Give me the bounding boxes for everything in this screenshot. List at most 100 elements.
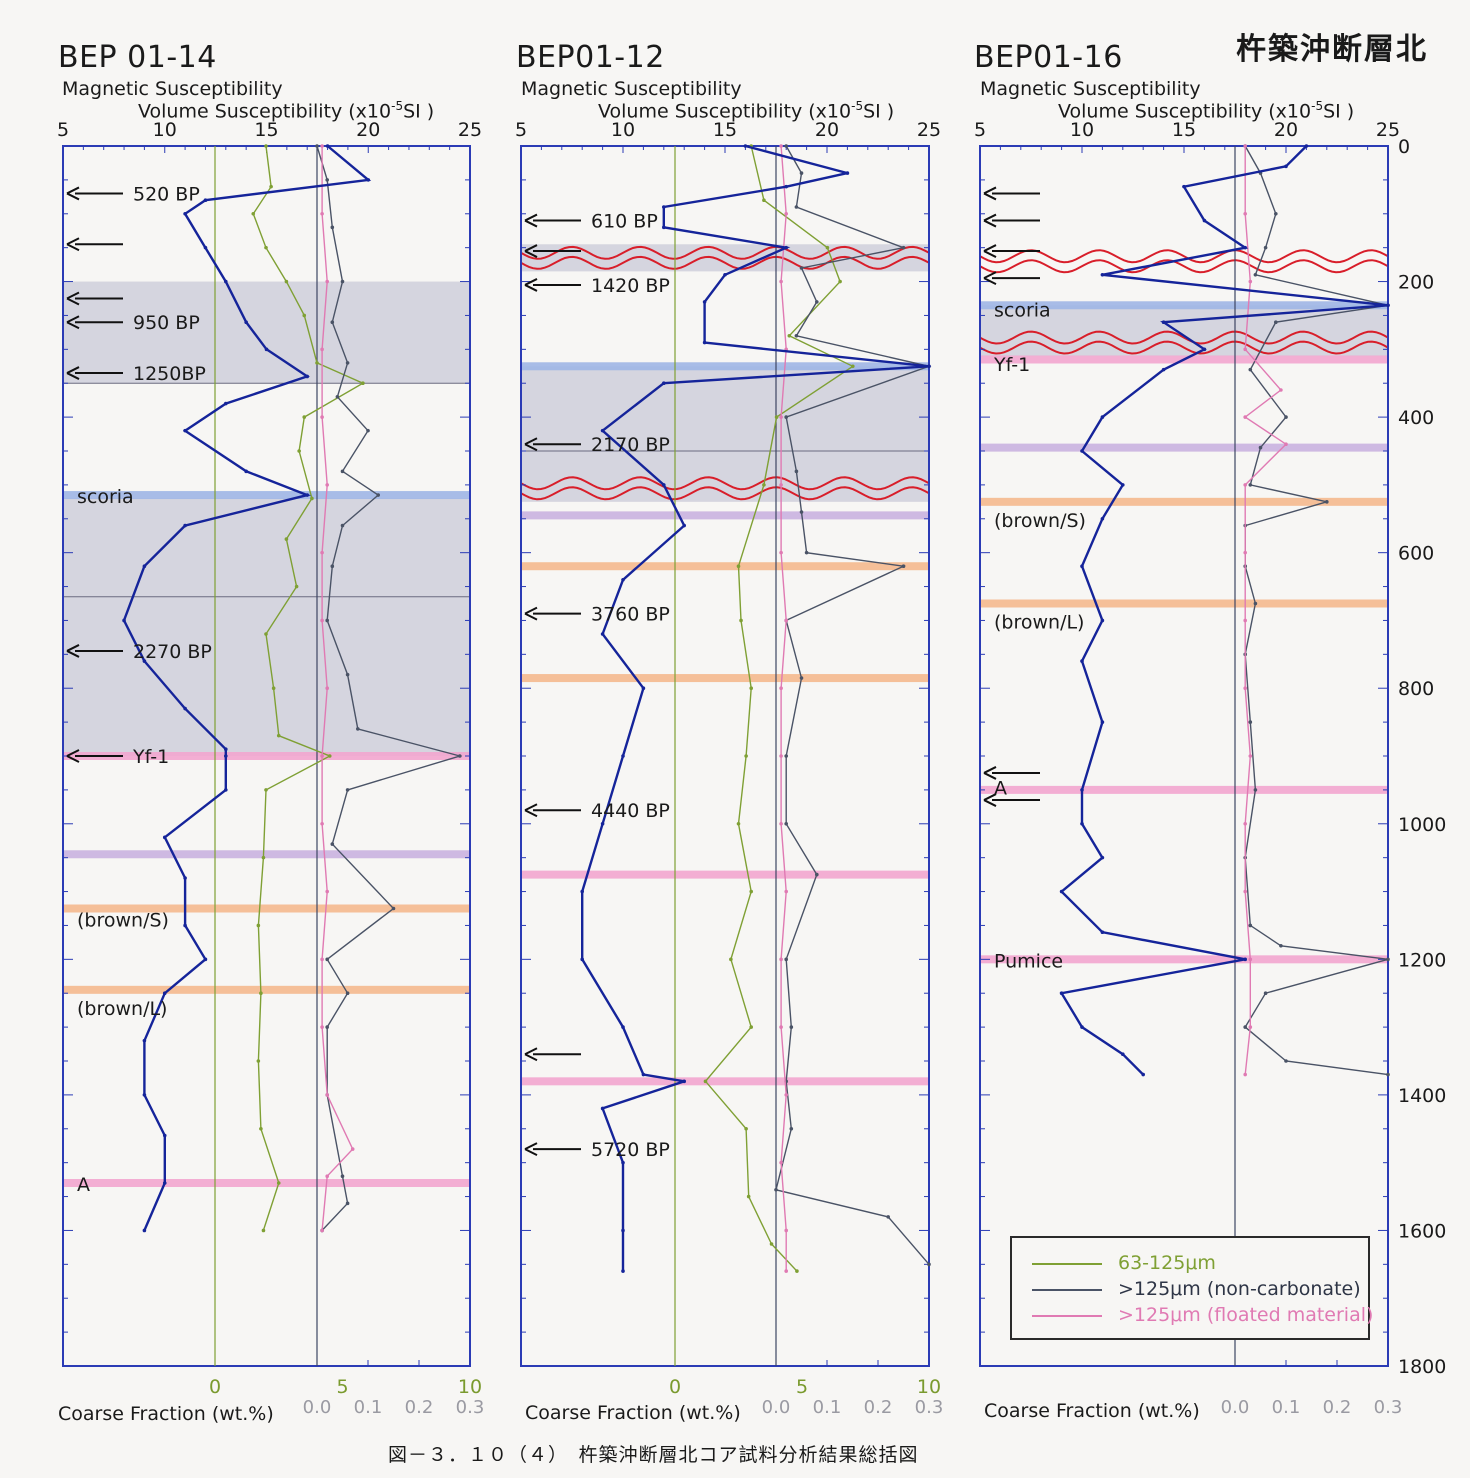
floated-series-point [779,821,783,826]
coarse-series-point [784,821,788,826]
depth-tick-label: 600 [1398,543,1434,565]
tephra-band-pink [980,785,1388,794]
ms-series-point [142,659,147,663]
tephra-band-orange [980,497,1388,506]
floated-series-point [350,1147,355,1151]
ms-series-point [1161,367,1166,372]
tephra-band-pink [980,955,1388,964]
coarse-series-point [1386,957,1390,962]
ms-series-point [662,381,666,386]
fine-series-point [256,1059,261,1063]
core-title-2: BEP01-12 [516,40,665,75]
ms-label-3: Magnetic Susceptibility [980,78,1201,100]
floated-series-point [784,1228,788,1233]
ms-series-point [621,1228,625,1233]
cf-coarse-tick-label: 0.0 [303,1397,332,1418]
age-arrow-head [524,1047,538,1062]
legend-item-fine: 63-125μm [1032,1252,1216,1274]
ms-series-point [784,245,788,250]
coarse-series-point [345,672,350,677]
ms-series-point [1202,347,1207,352]
depth-tick-label: 0 [1398,136,1410,158]
floated-series-point [1243,618,1247,623]
fine-series-point [736,821,741,826]
cf-fine-tick-label: 10 [458,1376,482,1398]
tephra-band-purple [521,511,929,520]
ms-series-point [203,245,208,250]
ms-series-point [1304,144,1309,148]
coarse-series-point [815,300,819,304]
ms-series-point [641,686,646,691]
ms-series-point [1202,218,1207,223]
coarse-series-point [340,469,345,474]
disconformity-line [979,249,1389,264]
coarse-series [1244,145,1389,1076]
coarse-series-point [391,906,396,911]
shaded-interval [63,498,470,756]
ms-series-point [600,821,605,826]
coarse-series-point [794,333,799,338]
coarse-series-point [366,428,370,433]
age-arrow-head [66,749,80,763]
age-arrow-head [524,213,538,228]
coarse-series-point [1248,367,1253,372]
core-panel-3: 5 10 15 20 25 0.0 0.1 0.2 0.3 0 200 400 600 800 1000 12… [974,119,1446,1418]
age-arrow-head [524,278,538,292]
coarse-series-point [784,957,788,962]
ms-series-point [621,1160,625,1165]
cf-coarse-tick-label: 0.1 [354,1397,383,1418]
cf-coarse-tick-label: 0.3 [456,1397,485,1418]
coarse-series-point [774,1187,778,1192]
annotation-label: 5720 BP [591,1139,670,1161]
annotation-label: (brown/S) [77,910,169,932]
ms-series-point [1182,184,1186,189]
fine-series-point [297,449,301,453]
age-arrow-head [66,186,80,201]
fine-series-point [271,686,276,691]
ms-series-point [1080,821,1084,826]
fine-series-point [762,198,766,203]
fine-series-point [749,889,753,894]
fine-series-point [315,361,319,365]
ms-series-point [183,706,187,711]
ms-series-point [162,1133,167,1138]
depth-tick-label: 400 [1398,407,1434,429]
ms-tick-label: 5 [57,119,69,141]
ms-series-point [1100,855,1105,860]
ms-series-point [122,618,126,623]
annotation-label: (brown/S) [994,510,1086,532]
ms-series-point [1080,564,1084,569]
ms-series-point [580,889,584,894]
figure-caption: 図－３．１０（４） 杵築沖断層北コア試料分析結果総括図 [388,1444,919,1466]
coarse-series-point [1253,788,1258,792]
shaded-interval [521,244,929,272]
coarse-series [316,145,463,1231]
cf-coarse-tick-label: 0.3 [1374,1397,1403,1418]
cf-coarse-tick-label: 0.1 [813,1397,842,1418]
ms-series-point [621,754,625,758]
ms-series-point [1080,788,1084,792]
coarse-series-point [784,415,788,419]
annotation-label: Pumice [994,950,1063,972]
fine-series-point [762,483,766,487]
legend-item-coarse: >125μm (non-carbonate) [1032,1278,1361,1300]
floated-series-point [325,1174,330,1179]
fine-series-point [259,991,263,996]
ms-series-point [183,923,187,928]
annotation-label: 2170 BP [591,434,670,456]
ms-tick-label: 15 [1172,119,1196,141]
depth-tick-label: 1000 [1398,814,1446,836]
main-title: 杵築沖断層北 [1236,32,1428,67]
ms-series-point [305,374,310,379]
annotation-label: A [77,1174,90,1196]
age-arrow-head [983,244,997,258]
floated-series-point [320,144,324,148]
ms-series-point [183,523,187,528]
coarse-series-point [345,991,350,996]
floated-series-point [779,686,783,691]
shaded-interval [63,281,470,384]
ms-series-point [325,144,330,148]
age-arrow-head [983,186,997,201]
ms-series-point [183,428,187,433]
floated-series-point [320,618,324,623]
